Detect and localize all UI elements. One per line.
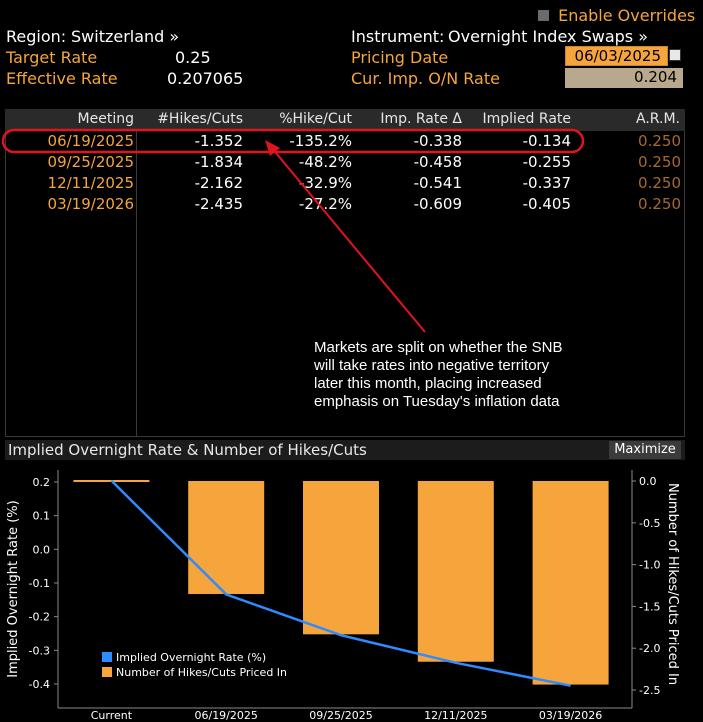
cell-hikes-cuts: -2.162: [194, 174, 243, 192]
col-imp-rate-delta[interactable]: Imp. Rate Δ: [380, 111, 462, 127]
cell-implied-rate: -0.337: [522, 174, 571, 192]
instrument-selector[interactable]: Overnight Index Swaps »: [448, 27, 648, 46]
right-tick-label: -1.5: [639, 600, 660, 613]
x-tick-label: 12/11/2025: [424, 709, 487, 722]
legend-swatch-line: [102, 652, 112, 662]
cell-implied-rate: -0.405: [522, 195, 571, 213]
left-tick-label: -0.1: [29, 577, 50, 590]
annotation-arrow-line: [270, 146, 426, 333]
cell-imp-rate-delta: -0.609: [413, 195, 462, 213]
cell-pct-hike-cut: -48.2%: [298, 153, 352, 171]
chart-panel-header: [5, 440, 685, 460]
legend-label: Number of Hikes/Cuts Priced In: [116, 666, 287, 679]
cur-imp-rate-label: Cur. Imp. O/N Rate: [351, 69, 500, 88]
enable-overrides-toggle[interactable]: Enable Overrides: [538, 6, 695, 25]
cell-imp-rate-delta: -0.338: [413, 132, 462, 150]
annotation-line: will take rates into negative territory: [314, 357, 550, 374]
bar: [532, 481, 609, 685]
effective-rate-label: Effective Rate: [6, 69, 118, 88]
cell-hikes-cuts: -2.435: [194, 195, 243, 213]
annotation-line: later this month, placing increased: [314, 375, 542, 392]
annotation-overlay: [1, 128, 585, 333]
x-tick-label: Current: [91, 709, 133, 722]
x-tick-label: 06/19/2025: [194, 709, 257, 722]
bar: [188, 481, 265, 595]
cell-arm: 0.250: [638, 153, 681, 171]
left-tick-label: -0.3: [29, 644, 50, 657]
left-tick-label: 0.0: [33, 543, 51, 556]
table-header: [5, 109, 685, 131]
cell-imp-rate-delta: -0.458: [413, 153, 462, 171]
right-tick-label: -2.5: [639, 684, 660, 697]
implied-rate-line: [110, 479, 571, 687]
col-meeting[interactable]: Meeting: [77, 111, 134, 127]
left-tick-label: -0.2: [29, 611, 50, 624]
cell-arm: 0.250: [638, 174, 681, 192]
left-tick-label: 0.1: [33, 510, 51, 523]
maximize-button[interactable]: Maximize: [609, 441, 681, 459]
cell-pct-hike-cut: -27.2%: [298, 195, 352, 213]
annotation-text: Markets are split on whether the SNB wil…: [314, 339, 562, 411]
cur-imp-rate-value: 0.204: [565, 68, 683, 88]
bar: [303, 481, 379, 635]
target-rate-value: 0.25: [175, 48, 211, 67]
chart-panel-title: Implied Overnight Rate & Number of Hikes…: [8, 441, 367, 459]
cell-pct-hike-cut: -32.9%: [298, 174, 352, 192]
right-tick-label: 0.0: [639, 475, 657, 488]
calendar-icon[interactable]: [669, 49, 681, 61]
cell-implied-rate: -0.255: [522, 153, 571, 171]
right-tick-label: -1.0: [639, 559, 660, 572]
col-pct-hike-cut[interactable]: %Hike/Cut: [279, 111, 352, 127]
x-tick-label: 03/19/2026: [539, 709, 602, 722]
cell-imp-rate-delta: -0.541: [413, 174, 462, 192]
cell-meeting: 09/25/2025: [47, 153, 134, 171]
effective-rate-value: 0.207065: [167, 69, 244, 88]
region-selector[interactable]: Switzerland »: [71, 27, 180, 46]
checkbox-icon[interactable]: [538, 10, 549, 21]
cell-arm: 0.250: [638, 195, 681, 213]
right-tick-label: -0.5: [639, 517, 660, 530]
cell-meeting: 06/19/2025: [47, 132, 134, 150]
y-axis-title: Implied Overnight Rate (%): [6, 500, 21, 677]
implied-rate-chart: 0.2 0.1 0.0 -0.1 -0.2 -0.3 -0.4 0.0 -0.5 -1.0 -1.5…: [6, 470, 680, 722]
cell-meeting: 12/11/2025: [47, 174, 134, 192]
pricing-date-field[interactable]: 06/03/2025: [565, 46, 668, 66]
column-divider: [136, 131, 137, 437]
region-label: Region:: [6, 27, 67, 46]
legend-label: Implied Overnight Rate (%): [116, 651, 266, 664]
left-tick-label: -0.4: [29, 678, 50, 691]
cell-hikes-cuts: -1.834: [194, 153, 243, 171]
cell-pct-hike-cut: -135.2%: [289, 132, 352, 150]
annotation-line: Markets are split on whether the SNB: [314, 339, 563, 356]
cell-hikes-cuts: -1.352: [194, 132, 243, 150]
cell-meeting: 03/19/2026: [47, 195, 134, 213]
col-hikes-cuts[interactable]: #Hikes/Cuts: [157, 111, 243, 127]
bar: [417, 481, 494, 662]
cell-arm: 0.250: [638, 132, 681, 150]
col-arm[interactable]: A.R.M.: [636, 111, 680, 127]
pricing-date-label: Pricing Date: [351, 48, 449, 67]
right-tick-label: -2.0: [639, 642, 660, 655]
left-tick-label: 0.2: [33, 476, 51, 489]
y2-axis-title: Number of Hikes/Cuts Priced In: [665, 483, 680, 685]
legend-swatch-bar: [102, 667, 112, 677]
instrument-label: Instrument:: [351, 27, 445, 46]
target-rate-label: Target Rate: [6, 48, 98, 67]
x-tick-label: 09/25/2025: [309, 709, 372, 722]
annotation-line: emphasis on Tuesday's inflation data: [314, 393, 560, 410]
cell-implied-rate: -0.134: [522, 132, 571, 150]
col-implied-rate[interactable]: Implied Rate: [482, 111, 571, 127]
highlight-ellipse: [1, 128, 585, 154]
annotation-arrowhead: [265, 140, 280, 156]
